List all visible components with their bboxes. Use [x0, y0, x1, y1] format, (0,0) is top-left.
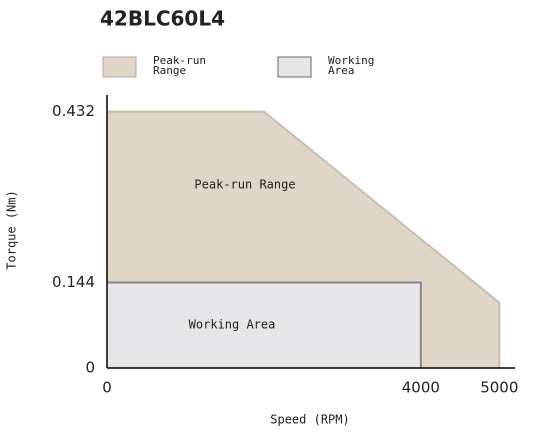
y-tick-label: 0.144 — [52, 273, 95, 291]
area-label: Peak-run Range — [194, 178, 295, 192]
legend-label: Peak-run Range — [153, 54, 206, 77]
x-tick-label: 4000 — [402, 379, 440, 397]
x-tick-label: 5000 — [480, 379, 518, 397]
area-outline — [107, 110, 501, 368]
y-tick-label: 0 — [85, 359, 95, 377]
area-label: Working Area — [189, 318, 276, 332]
area-fill — [107, 282, 421, 368]
legend-label: Working Area — [328, 54, 375, 77]
chart-title: 42BLC60L4 — [100, 7, 225, 31]
y-axis-label: Torque (Nm) — [5, 190, 19, 269]
area-outline — [107, 281, 422, 368]
x-tick-label: 0 — [102, 379, 112, 397]
legend-swatch — [277, 56, 312, 78]
x-axis-label: Speed (RPM) — [270, 413, 349, 427]
y-tick-label: 0.432 — [52, 102, 95, 120]
legend-swatch — [102, 56, 137, 78]
